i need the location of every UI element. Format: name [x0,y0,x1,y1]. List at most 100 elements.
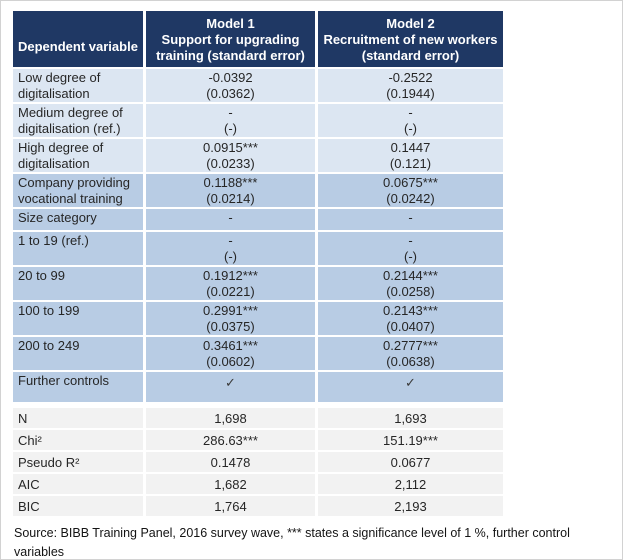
model2-value: 0.2777*** (0.0638) [318,337,503,370]
standard-error: (0.0362) [206,86,255,101]
model2-stat: 151.19*** [318,430,503,450]
stat-row-bic: BIC 1,764 2,193 [13,496,503,516]
row-label: High degree of digitalisation [13,139,143,172]
coefficient: 0.2143*** [383,303,438,318]
stat-row-aic: AIC 1,682 2,112 [13,474,503,494]
model1-value: -0.0392 (0.0362) [146,69,315,102]
table-row-size-100-199: 100 to 199 0.2991*** (0.0375) 0.2143*** … [13,302,503,335]
table-row-size-200-249: 200 to 249 0.3461*** (0.0602) 0.2777*** … [13,337,503,370]
model1-value: 0.1188*** (0.0214) [146,174,315,207]
standard-error: (0.0221) [206,284,255,299]
coefficient: - [228,210,233,225]
model2-value: - [318,209,503,230]
model1-value: - (-) [146,232,315,265]
source-note: Source: BIBB Training Panel, 2016 survey… [14,524,616,559]
row-label: 20 to 99 [13,267,143,300]
model2-value: ✓ [318,372,503,402]
row-label: Size category [13,209,143,230]
model1-stat: 1,764 [146,496,315,516]
row-label: 100 to 199 [13,302,143,335]
coefficient: - [408,233,413,248]
table-row-medium-digitalisation: Medium degree of digitalisation (ref.) -… [13,104,503,137]
coefficient: 0.2991*** [203,303,258,318]
model1-value: 0.2991*** (0.0375) [146,302,315,335]
model1-stat: 0.1478 [146,452,315,472]
coefficient: 0.1912*** [203,268,258,283]
table-row-further-controls: Further controls ✓ ✓ [13,372,503,402]
table-row-vocational-training: Company providing vocational training 0.… [13,174,503,207]
coefficient: - [228,105,233,120]
coefficient: 0.2777*** [383,338,438,353]
standard-error: (0.0233) [206,156,255,171]
model2-value: - (-) [318,104,503,137]
stat-row-n: N 1,698 1,693 [13,408,503,428]
standard-error: (0.0375) [206,319,255,334]
header-model1: Model 1 Support for upgrading training (… [146,11,315,67]
standard-error: (0.0407) [386,319,435,334]
coefficient: -0.0392 [208,70,253,85]
model1-stat: 1,682 [146,474,315,494]
standard-error: (0.121) [389,156,432,171]
row-label: 200 to 249 [13,337,143,370]
standard-error: (-) [404,249,417,264]
model2-value: 0.1447 (0.121) [318,139,503,172]
row-label: Medium degree of digitalisation (ref.) [13,104,143,137]
stat-label: Pseudo R² [13,452,143,472]
coefficient: 0.3461*** [203,338,258,353]
model2-stat: 0.0677 [318,452,503,472]
model2-value: 0.2143*** (0.0407) [318,302,503,335]
model2-value: 0.2144*** (0.0258) [318,267,503,300]
coefficient: 0.2144*** [383,268,438,283]
table-row-size-1-19: 1 to 19 (ref.) - (-) - (-) [13,232,503,265]
table-row-high-digitalisation: High degree of digitalisation 0.0915*** … [13,139,503,172]
stat-label: AIC [13,474,143,494]
checkmark-icon: ✓ [405,375,416,390]
table-row-size-20-99: 20 to 99 0.1912*** (0.0221) 0.2144*** (0… [13,267,503,300]
model1-value: - (-) [146,104,315,137]
coefficient: - [408,105,413,120]
standard-error: (-) [224,121,237,136]
model1-value: 0.0915*** (0.0233) [146,139,315,172]
model1-stat: 286.63*** [146,430,315,450]
model1-title: Model 1 [206,16,255,31]
model1-value: ✓ [146,372,315,402]
header-dependent-variable-label: Dependent variable [18,39,138,54]
coefficient: - [228,233,233,248]
header-model2: Model 2 Recruitment of new workers (stan… [318,11,503,67]
model2-value: - (-) [318,232,503,265]
standard-error: (0.0638) [386,354,435,369]
row-label: Further controls [13,372,143,402]
table-header-row: Dependent variable Model 1 Support for u… [13,11,503,67]
standard-error: (-) [404,121,417,136]
standard-error: (0.0214) [206,191,255,206]
row-label: Low degree of digitalisation [13,69,143,102]
coefficient: -0.2522 [388,70,433,85]
table-row-size-category: Size category - - [13,209,503,230]
stat-row-pseudo-r2: Pseudo R² 0.1478 0.0677 [13,452,503,472]
row-label: 1 to 19 (ref.) [13,232,143,265]
model2-stat: 2,112 [318,474,503,494]
model2-stat: 1,693 [318,408,503,428]
coefficient: 0.0915*** [203,140,258,155]
model1-value: 0.1912*** (0.0221) [146,267,315,300]
model2-stat: 2,193 [318,496,503,516]
stat-label: N [13,408,143,428]
coefficient: 0.1188*** [203,175,258,190]
coefficient: - [408,210,413,225]
standard-error: (0.0602) [206,354,255,369]
model2-title: Model 2 [386,16,435,31]
model1-value: 0.3461*** (0.0602) [146,337,315,370]
model1-stat: 1,698 [146,408,315,428]
row-label: Company providing vocational training [13,174,143,207]
model1-value: - [146,209,315,230]
model2-value: 0.0675*** (0.0242) [318,174,503,207]
model2-subtitle: Recruitment of new workers (standard err… [323,32,498,63]
standard-error: (0.1944) [386,86,435,101]
header-dependent-variable: Dependent variable [13,11,143,67]
stat-label: BIC [13,496,143,516]
coefficient: 0.0675*** [383,175,438,190]
source-note-line1: Source: BIBB Training Panel, 2016 survey… [14,526,570,559]
table-row-low-digitalisation: Low degree of digitalisation -0.0392 (0.… [13,69,503,102]
standard-error: (0.0258) [386,284,435,299]
